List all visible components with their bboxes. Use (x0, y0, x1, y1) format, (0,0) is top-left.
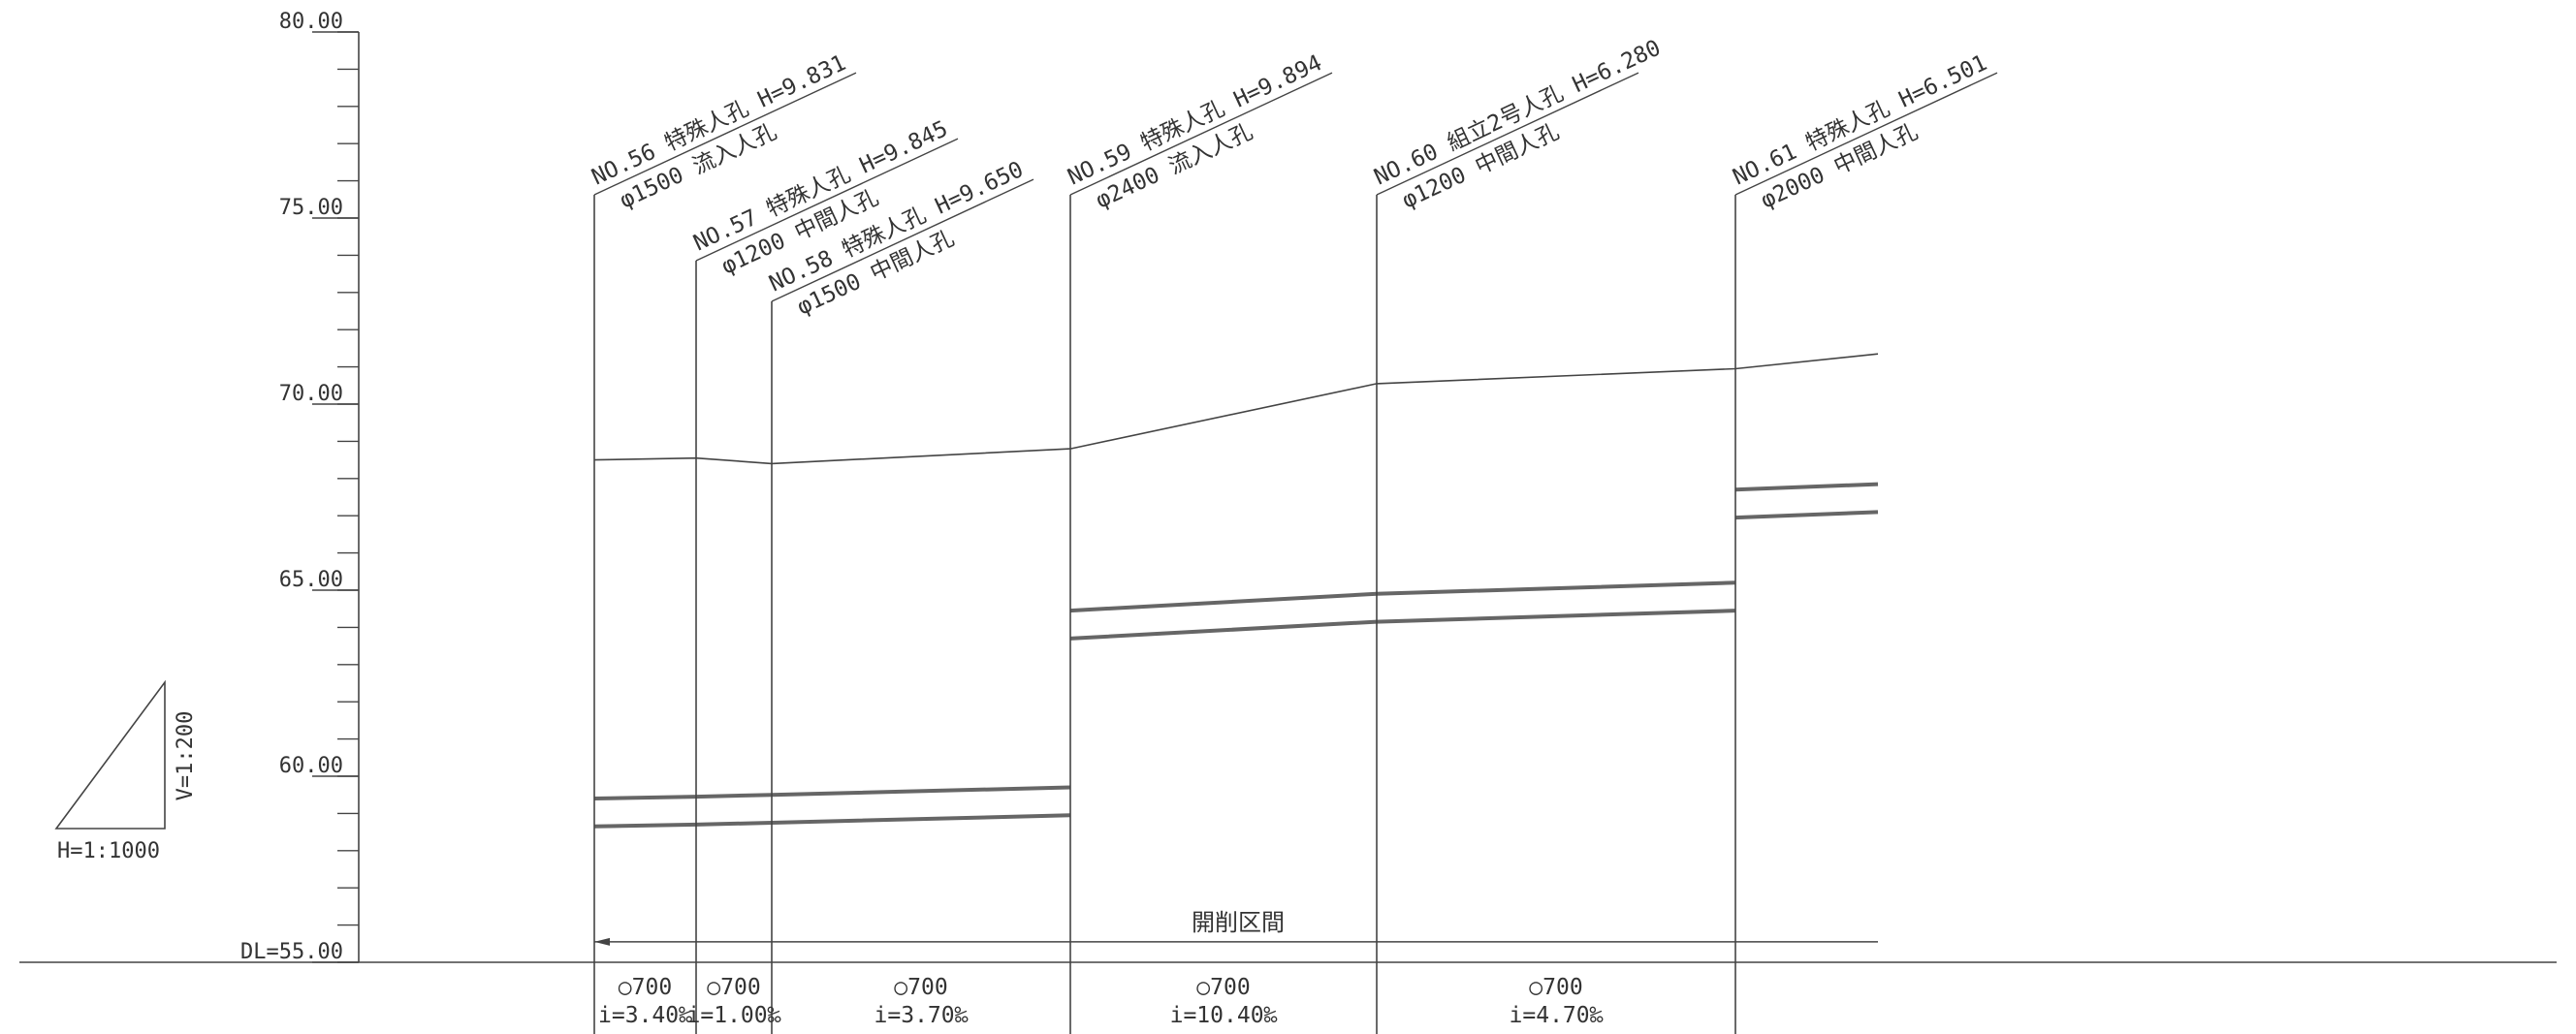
manhole-name: NO.60 組立2号人孔 H=6.280 (1371, 35, 1665, 190)
pipe-bottom-line (593, 813, 1071, 829)
axis-label: 80.00 (279, 10, 343, 34)
segment-slope: i=4.70‰ (1510, 1003, 1604, 1028)
axis-label: 65.00 (279, 568, 343, 592)
manhole-leader (1734, 72, 1998, 196)
segment-slope: i=10.40‰ (1170, 1003, 1278, 1028)
manhole-leader (593, 72, 857, 196)
segment-table: ○700 i=3.40‰ ○700 i=1.00‰ ○700 i=3.70‰ ○700 i=1… (598, 975, 1604, 1028)
section-arrow (594, 937, 610, 946)
manhole-leader (1069, 72, 1333, 196)
ground-line (593, 353, 1879, 465)
manhole-leader (695, 138, 959, 262)
pipe-bottom-line (1734, 510, 1879, 520)
ground-profile (593, 353, 1879, 465)
segment-diameter: ○700 (1529, 975, 1582, 1000)
section-label: 開削区間 (1192, 909, 1285, 936)
axis-label: DL=55.00 (240, 940, 343, 964)
pipe-profile (593, 482, 1879, 829)
pipe-bottom-line (1069, 609, 1736, 641)
segment-diameter: ○700 (1196, 975, 1250, 1000)
axis-label: 75.00 (279, 196, 343, 220)
manhole-leader (771, 178, 1034, 302)
segment-slope: i=3.70‰ (875, 1003, 969, 1028)
segment-diameter: ○700 (894, 975, 947, 1000)
scale-triangle-shape (54, 679, 166, 830)
segment-slope: i=1.00‰ (687, 1003, 781, 1028)
pipe-top-line (593, 785, 1071, 800)
pipe-top-line (1069, 580, 1736, 613)
axis-label: 60.00 (279, 754, 343, 778)
scale-triangle: V=1:200 H=1:1000 (54, 679, 198, 863)
horizontal-scale-label: H=1:1000 (57, 839, 160, 863)
vertical-scale-label: V=1:200 (174, 711, 198, 801)
segment-diameter: ○700 (619, 975, 672, 1000)
segment-diameter: ○700 (707, 975, 760, 1000)
pipe-top-line (1734, 482, 1879, 492)
section-indicator: 開削区間 (594, 909, 1878, 946)
axis-label: 70.00 (279, 382, 343, 406)
elevation-axis: 80.00 75.00 70.00 65.00 60.00 DL=55.00 (19, 10, 2557, 964)
segment-slope: i=3.40‰ (598, 1003, 692, 1028)
manhole-leader (1376, 72, 1639, 196)
